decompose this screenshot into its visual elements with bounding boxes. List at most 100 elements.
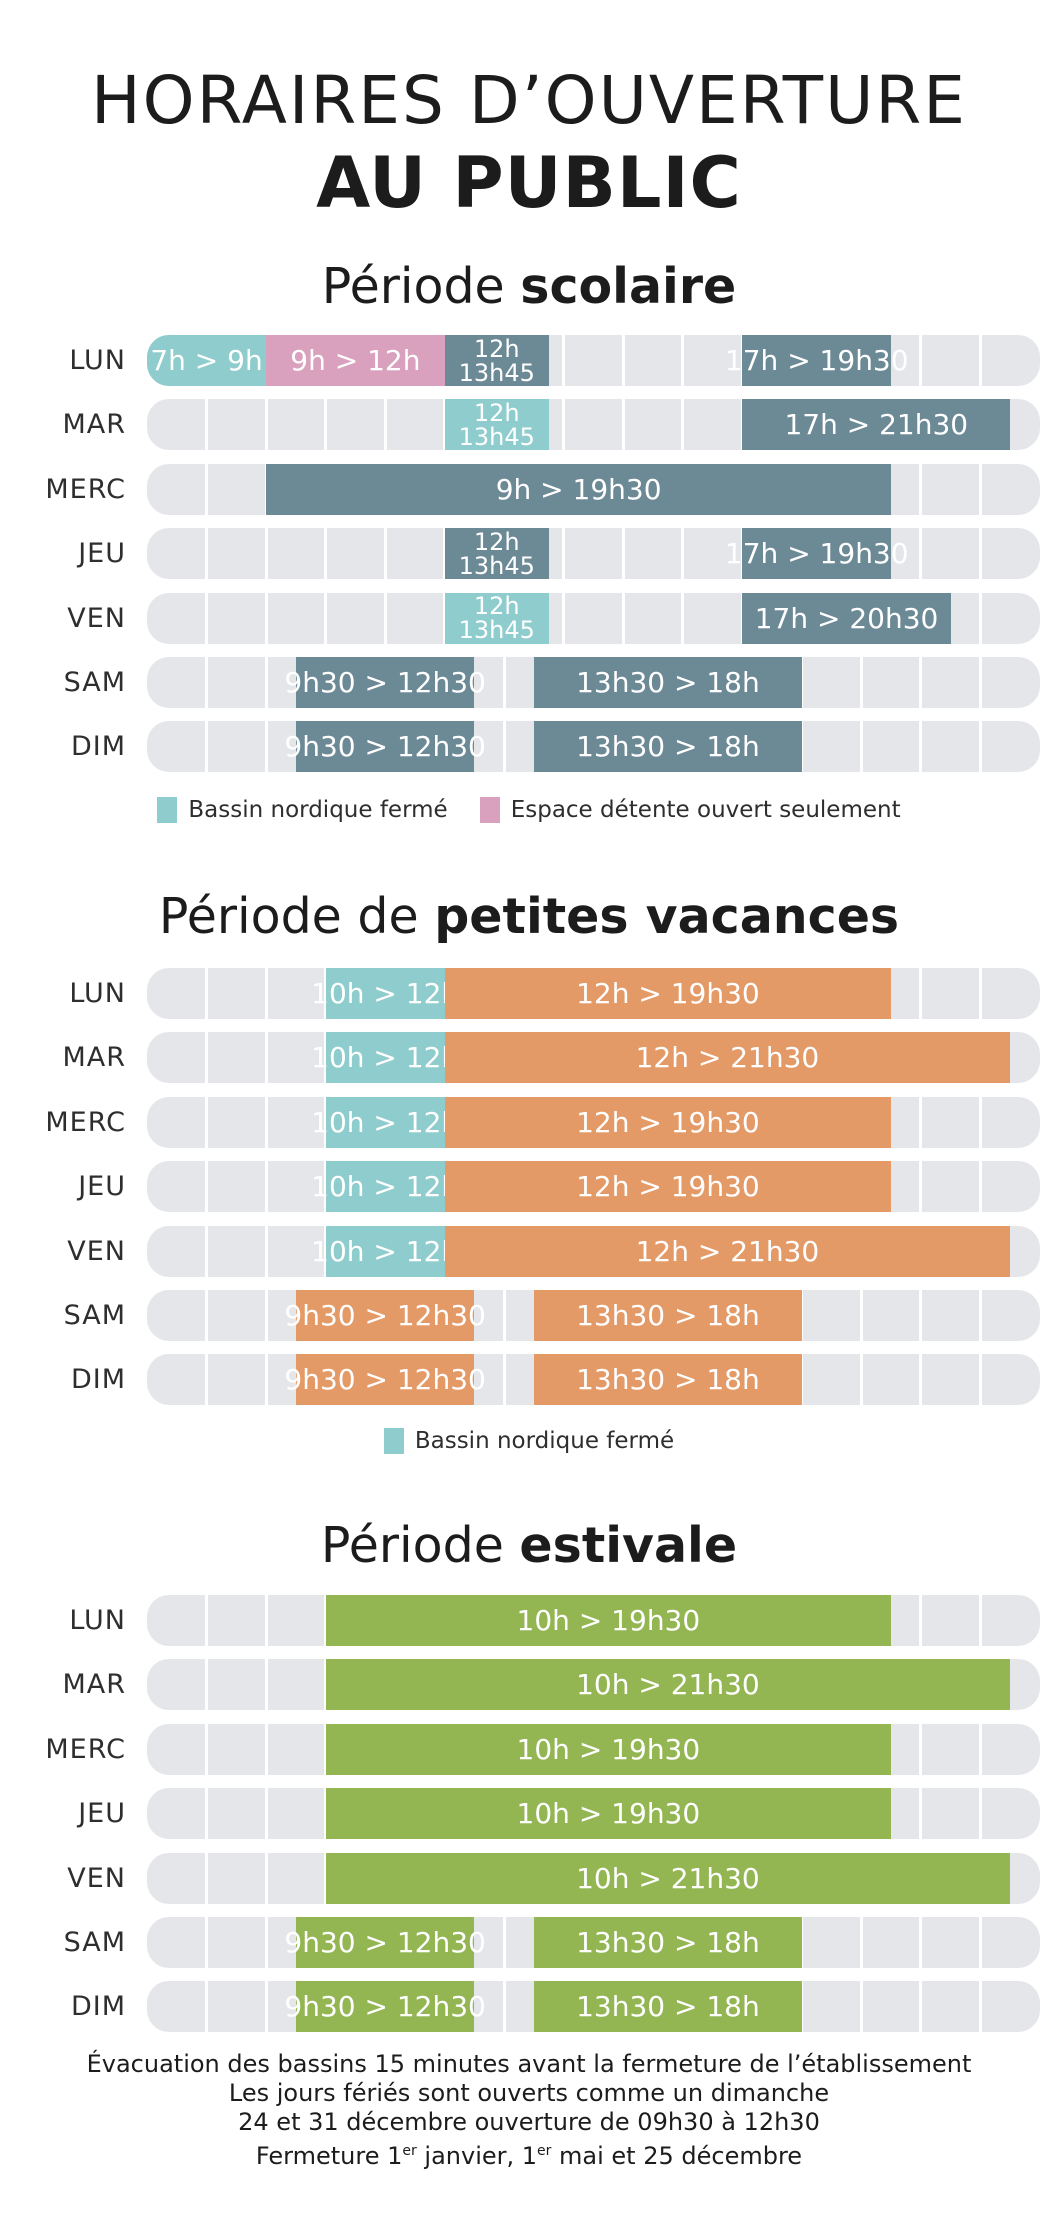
hour-divider bbox=[621, 399, 625, 451]
hour-divider bbox=[978, 1290, 982, 1341]
day-label: VEN bbox=[67, 1862, 126, 1894]
time-slot-label-end: 13h45 bbox=[458, 358, 535, 386]
day-label: LUN bbox=[69, 345, 126, 376]
time-slot-bar: 10h > 12h bbox=[311, 968, 459, 1019]
time-slot-bar: 10h > 12h bbox=[311, 1225, 459, 1277]
hour-divider bbox=[205, 657, 209, 708]
time-slot-bar: 13h30 > 18h bbox=[533, 657, 802, 708]
day-label: DIM bbox=[70, 731, 126, 763]
time-slot-label: 10h > 19h30 bbox=[516, 1604, 701, 1637]
time-slot-bar: 17h > 19h30 bbox=[725, 528, 909, 580]
footer-line-closures: Fermeture 1er janvier, 1er mai et 25 déc… bbox=[255, 2142, 803, 2170]
time-slot-label: 9h > 19h30 bbox=[495, 472, 662, 506]
hour-divider bbox=[800, 657, 804, 708]
time-slot-bar: 12h > 21h30 bbox=[444, 1032, 1011, 1084]
hour-divider bbox=[621, 528, 625, 580]
day-label: MAR bbox=[62, 1669, 126, 1701]
day-label: VEN bbox=[67, 602, 126, 634]
hour-divider bbox=[978, 1723, 982, 1775]
time-slot-bar: 10h > 12h bbox=[311, 1096, 459, 1148]
day-label: SAM bbox=[63, 667, 126, 698]
hour-divider bbox=[264, 1096, 268, 1148]
hour-divider bbox=[800, 1290, 804, 1341]
hour-divider bbox=[919, 1290, 923, 1341]
section-title-estivale: Période estivale bbox=[0, 1517, 1058, 1574]
day-label: DIM bbox=[70, 1991, 126, 2023]
hour-divider bbox=[324, 399, 328, 451]
hour-divider bbox=[919, 1723, 923, 1775]
hour-divider bbox=[205, 1917, 209, 1968]
hour-divider bbox=[859, 1917, 863, 1968]
hour-divider bbox=[264, 1981, 268, 2033]
hour-divider bbox=[502, 1290, 506, 1341]
time-slot-label: 12h > 19h30 bbox=[576, 977, 760, 1010]
time-slot-bar: 12h > 21h30 bbox=[444, 1225, 1011, 1277]
hour-divider bbox=[978, 335, 982, 386]
time-slot-label-end: 13h45 bbox=[458, 422, 535, 451]
time-slot-label: 13h30 > 18h bbox=[576, 1363, 760, 1397]
hour-divider bbox=[919, 463, 923, 515]
hour-divider bbox=[919, 1354, 923, 1406]
time-slot-bar: 7h > 9h bbox=[147, 335, 267, 386]
hour-divider bbox=[264, 1595, 268, 1646]
hour-divider bbox=[859, 657, 863, 708]
hour-divider bbox=[264, 1852, 268, 1904]
hour-divider bbox=[800, 1917, 804, 1968]
hour-divider bbox=[264, 1659, 268, 1711]
time-slot-label: 10h > 12h bbox=[311, 1041, 460, 1075]
hour-divider bbox=[324, 592, 328, 644]
hour-divider bbox=[681, 528, 685, 580]
time-slot-bar: 10h > 19h30 bbox=[325, 1788, 892, 1840]
time-slot-bar: 9h30 > 12h30 bbox=[284, 721, 486, 773]
day-label: LUN bbox=[69, 978, 126, 1009]
time-slot-label: 10h > 12h bbox=[311, 1234, 460, 1268]
hour-divider bbox=[205, 528, 209, 580]
hour-divider bbox=[919, 1917, 923, 1968]
section-title-emphasis: scolaire bbox=[520, 258, 737, 315]
day-label: MAR bbox=[62, 1042, 126, 1074]
time-slot-label: 12h bbox=[473, 335, 520, 363]
hour-divider bbox=[919, 1595, 923, 1646]
hour-divider bbox=[264, 1161, 268, 1213]
timeline-track: 12h 13h45 17h > 21h30 bbox=[147, 399, 1040, 451]
time-slot-label: 13h30 > 18h bbox=[576, 730, 760, 764]
time-slot-label: 9h30 > 12h30 bbox=[284, 1363, 486, 1397]
time-slot-bar: 10h > 12h bbox=[311, 1032, 459, 1084]
section-title-petites-vacances: Période de petites vacances bbox=[0, 888, 1058, 945]
time-slot-bar: 9h > 19h30 bbox=[266, 463, 892, 515]
section-title-text: Période bbox=[320, 1517, 520, 1574]
timeline-track: 9h30 > 12h30 13h30 > 18h bbox=[147, 657, 1040, 708]
title-line-2: AU PUBLIC bbox=[316, 142, 742, 224]
time-slot-label-end: 13h45 bbox=[458, 616, 535, 644]
timeline-track: 9h30 > 12h30 13h30 > 18h bbox=[147, 1981, 1040, 2033]
hour-divider bbox=[205, 1723, 209, 1775]
hour-divider bbox=[978, 1595, 982, 1646]
time-slot-bar: 9h > 12h bbox=[266, 335, 445, 386]
hour-divider bbox=[264, 399, 268, 451]
hour-divider bbox=[621, 592, 625, 644]
legend-label: Espace détente ouvert seulement bbox=[510, 797, 901, 823]
time-slot-label: 10h > 12h bbox=[311, 1170, 460, 1204]
hour-divider bbox=[264, 1225, 268, 1277]
day-label: MERC bbox=[45, 1733, 126, 1765]
day-label: SAM bbox=[63, 1927, 126, 1958]
timeline-track: 9h > 19h30 bbox=[147, 463, 1040, 515]
time-slot-bar: 17h > 19h30 bbox=[725, 335, 909, 386]
hour-divider bbox=[978, 1917, 982, 1968]
timeline-track: 10h > 12h 12h > 21h30 bbox=[147, 1032, 1040, 1084]
footer-line-december: 24 et 31 décembre ouverture de 09h30 à 1… bbox=[238, 2108, 820, 2136]
time-slot-label: 7h > 9h bbox=[150, 344, 263, 377]
hour-divider bbox=[205, 1225, 209, 1277]
time-slot-bar: 9h30 > 12h30 bbox=[284, 1917, 486, 1968]
time-slot-bar: 12h > 19h30 bbox=[444, 1161, 892, 1213]
hour-divider bbox=[264, 1290, 268, 1341]
time-slot-bar: 12h 13h45 bbox=[444, 399, 549, 451]
time-slot-bar: 9h30 > 12h30 bbox=[284, 1354, 486, 1406]
hour-divider bbox=[264, 1032, 268, 1084]
hour-divider bbox=[859, 1290, 863, 1341]
hour-divider bbox=[621, 335, 625, 386]
day-label: JEU bbox=[78, 1171, 126, 1203]
time-slot-bar: 9h30 > 12h30 bbox=[284, 1290, 486, 1341]
time-slot-bar: 17h > 20h30 bbox=[742, 592, 951, 644]
hour-divider bbox=[859, 721, 863, 773]
